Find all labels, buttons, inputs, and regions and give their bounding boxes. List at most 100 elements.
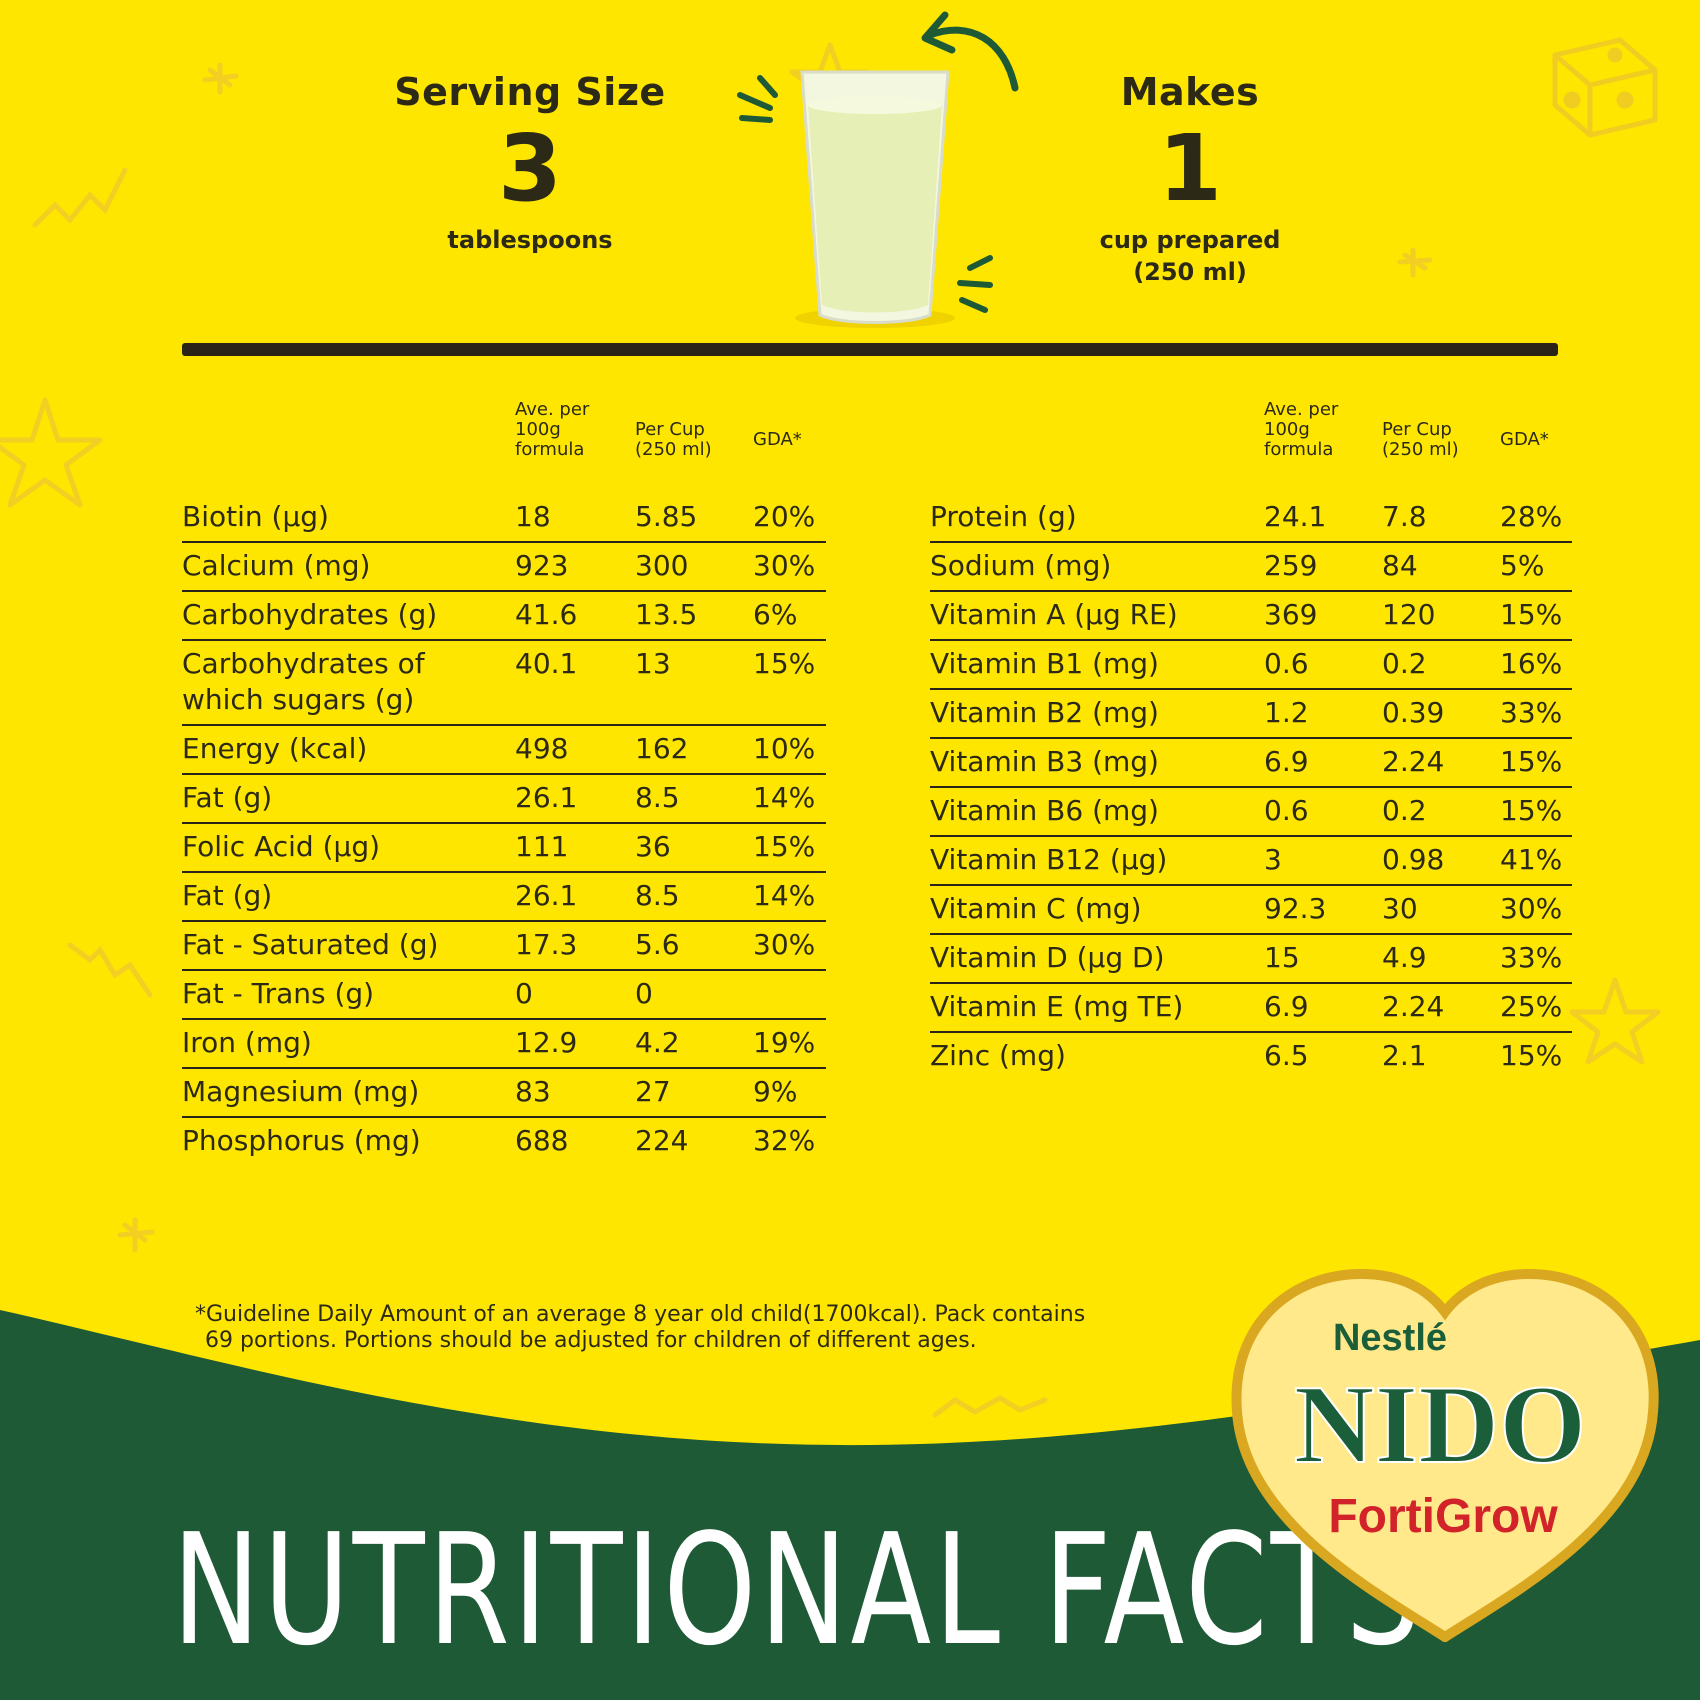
table-row: Magnesium (mg) 83 27 9%: [182, 1068, 826, 1118]
footnote: *Guideline Daily Amount of an average 8 …: [195, 1302, 1205, 1354]
header-cup-line1: Per Cup: [635, 419, 705, 440]
per-cup: 27: [635, 1068, 753, 1118]
gda-percent: 25%: [1500, 983, 1572, 1033]
table-row: Calcium (mg) 923 300 30%: [182, 542, 826, 592]
per-cup: 224: [635, 1124, 689, 1157]
per-cup: 2.1: [1382, 1039, 1427, 1072]
header-cup: Per Cup (250 ml): [635, 400, 753, 494]
per-cup: 30: [1382, 885, 1500, 935]
table-row: Vitamin E (mg TE) 6.9 2.24 25%: [930, 983, 1572, 1033]
table-row: Vitamin B2 (mg) 1.2 0.39 33%: [930, 689, 1572, 739]
table-row: Carbohydrates of which sugars (g) 40.1 13 1…: [182, 640, 826, 726]
per-cup: 7.8: [1382, 494, 1500, 543]
header-nutrient: [182, 400, 515, 494]
makes-value: 1: [1157, 115, 1222, 222]
divider: [182, 343, 1558, 356]
ave-per-100g: 92.3: [1264, 885, 1382, 935]
table-row: Fat - Saturated (g) 17.3 5.6 30%: [182, 921, 826, 971]
table-row: Fat (g) 26.1 8.5 14%: [182, 774, 826, 824]
ave-per-100g: 24.1: [1264, 494, 1382, 543]
header-ave-line2: 100g formula: [515, 419, 585, 460]
gda-percent: 14%: [753, 872, 826, 922]
nutrient-name: Protein (g): [930, 494, 1264, 543]
per-cup: 13.5: [635, 591, 753, 641]
serving-size-label: Serving Size: [394, 70, 666, 114]
ave-per-100g: 259: [1264, 542, 1382, 592]
per-cup: 84: [1382, 542, 1500, 592]
nutrition-table-left: Ave. per 100g formula Per Cup (250 ml) G…: [182, 400, 826, 1165]
header-gda-label: GDA*: [1500, 429, 1549, 450]
gda-percent: 41%: [1500, 836, 1572, 886]
nutrient-name: Sodium (mg): [930, 542, 1264, 592]
nutrient-name: Phosphorus (mg): [182, 1124, 421, 1157]
per-cup: 4.2: [635, 1019, 753, 1069]
gda-percent: 5%: [1500, 542, 1572, 592]
nutrient-name: Fat (g): [182, 774, 515, 824]
footnote-line2: 69 portions. Portions should be adjusted…: [205, 1328, 977, 1353]
per-cup: 5.6: [635, 921, 753, 971]
footnote-line1: *Guideline Daily Amount of an average 8 …: [195, 1302, 1086, 1327]
per-cup: 8.5: [635, 872, 753, 922]
gda-percent: 15%: [1500, 591, 1572, 641]
logo-variant: FortiGrow: [1328, 1490, 1558, 1543]
table-header-row: Ave. per 100g formula Per Cup (250 ml) G…: [930, 400, 1572, 494]
ave-per-100g: 369: [1264, 591, 1382, 641]
dice-doodle-icon: [1552, 37, 1658, 138]
nutrient-name: Vitamin A (µg RE): [930, 591, 1264, 641]
header-cup-line2: (250 ml): [635, 439, 712, 460]
per-cup: 0.2: [1382, 640, 1500, 690]
nutrient-name: Vitamin D (µg D): [930, 934, 1264, 984]
per-cup: 5.85: [635, 494, 753, 543]
table-row: Vitamin B6 (mg) 0.6 0.2 15%: [930, 787, 1572, 837]
table-row: Iron (mg) 12.9 4.2 19%: [182, 1019, 826, 1069]
makes-label: Makes: [1120, 70, 1260, 114]
per-cup: 120: [1382, 591, 1500, 641]
gda-percent: 10%: [753, 725, 826, 775]
gda-percent: 6%: [753, 591, 826, 641]
milk-glass-icon: [795, 70, 955, 328]
header-gda: GDA*: [753, 400, 826, 494]
ave-per-100g: 6.9: [1264, 738, 1382, 788]
header-nutrient: [930, 400, 1264, 494]
logo-maker: Nestlé: [1333, 1317, 1447, 1359]
table-row: Protein (g) 24.1 7.8 28%: [930, 494, 1572, 543]
per-cup: 300: [635, 542, 753, 592]
ave-per-100g: 6.9: [1264, 983, 1382, 1033]
nutrient-name: Calcium (mg): [182, 542, 515, 592]
makes-unit-line1: cup prepared: [1099, 226, 1281, 254]
page-title: NUTRITIONAL FACTS: [172, 1500, 1424, 1680]
makes-unit-line2: (250 ml): [1133, 258, 1247, 286]
ave-per-100g: 83: [515, 1068, 635, 1118]
table-row: Vitamin C (mg) 92.3 30 30%: [930, 885, 1572, 935]
ave-per-100g: 3: [1264, 836, 1382, 886]
header-cup-line2: (250 ml): [1382, 439, 1459, 460]
ave-per-100g: 6.5: [1264, 1039, 1309, 1072]
gda-percent: 14%: [753, 774, 826, 824]
per-cup: 36: [635, 823, 753, 873]
gda-percent: 33%: [1500, 689, 1572, 739]
header-ave-line1: Ave. per: [1264, 399, 1339, 420]
nutrient-name: Fat (g): [182, 872, 515, 922]
nutrient-name: Vitamin E (mg TE): [930, 983, 1264, 1033]
nutrient-name: Biotin (µg): [182, 494, 515, 543]
serving-size: Serving Size 3 tablespoons: [340, 70, 720, 256]
per-cup: 2.24: [1382, 738, 1500, 788]
table-row: Vitamin B12 (µg) 3 0.98 41%: [930, 836, 1572, 886]
ave-per-100g: 17.3: [515, 921, 635, 971]
green-band: [0, 1310, 1700, 1700]
table-row: Vitamin A (µg RE) 369 120 15%: [930, 591, 1572, 641]
gda-percent: 30%: [753, 921, 826, 971]
gda-percent: 15%: [1500, 1039, 1563, 1072]
nutrient-name: Energy (kcal): [182, 725, 515, 775]
serving-size-unit: tablespoons: [447, 226, 613, 254]
header-ave-line2: 100g formula: [1264, 419, 1334, 460]
logo-heart-shape: [1231, 1268, 1659, 1642]
ave-per-100g: 0.6: [1264, 640, 1382, 690]
gda-percent: 19%: [753, 1019, 826, 1069]
gda-percent: 15%: [753, 640, 826, 726]
per-cup: 4.9: [1382, 934, 1500, 984]
nutrient-name: Magnesium (mg): [182, 1068, 515, 1118]
per-cup: 2.24: [1382, 983, 1500, 1033]
gda-percent: 33%: [1500, 934, 1572, 984]
table-header-row: Ave. per 100g formula Per Cup (250 ml) G…: [182, 400, 826, 494]
